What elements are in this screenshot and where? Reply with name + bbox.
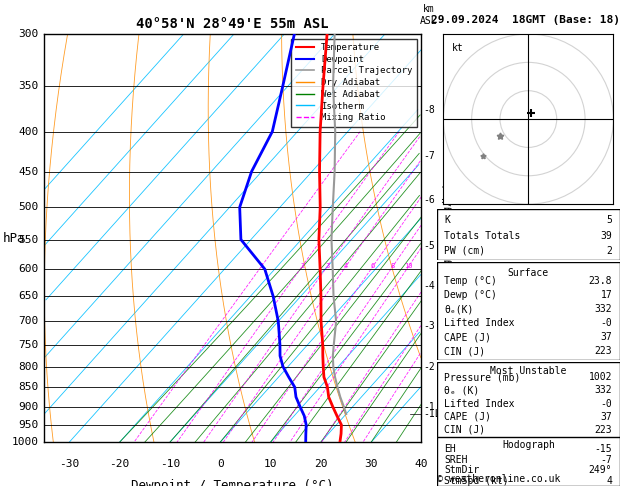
Text: Dewpoint / Temperature (°C): Dewpoint / Temperature (°C) <box>131 479 334 486</box>
Text: CAPE (J): CAPE (J) <box>445 332 491 342</box>
FancyBboxPatch shape <box>437 437 620 486</box>
Text: Temp (°C): Temp (°C) <box>445 276 498 286</box>
Text: 8: 8 <box>391 263 395 269</box>
Text: 37: 37 <box>601 412 612 422</box>
Text: -0: -0 <box>601 318 612 328</box>
Text: 850: 850 <box>18 382 38 392</box>
Text: -5: -5 <box>423 241 435 251</box>
Text: 1: 1 <box>259 263 264 269</box>
Text: -15: -15 <box>594 444 612 454</box>
Text: 37: 37 <box>601 332 612 342</box>
Text: 223: 223 <box>594 425 612 435</box>
Text: -8: -8 <box>423 104 435 115</box>
Text: hPa: hPa <box>3 232 25 244</box>
Text: θₑ (K): θₑ (K) <box>445 385 480 395</box>
Text: Totals Totals: Totals Totals <box>445 230 521 241</box>
Text: 23.8: 23.8 <box>589 276 612 286</box>
Text: 10: 10 <box>264 459 277 469</box>
Text: 29.09.2024  18GMT (Base: 18): 29.09.2024 18GMT (Base: 18) <box>431 15 620 25</box>
Text: Lifted Index: Lifted Index <box>445 318 515 328</box>
Title: 40°58'N 28°49'E 55m ASL: 40°58'N 28°49'E 55m ASL <box>136 17 329 32</box>
Text: km
ASL: km ASL <box>420 4 438 26</box>
Text: 350: 350 <box>18 81 38 91</box>
Text: Pressure (mb): Pressure (mb) <box>445 372 521 382</box>
Text: 450: 450 <box>18 167 38 176</box>
Text: -1: -1 <box>423 401 435 412</box>
Text: 600: 600 <box>18 264 38 274</box>
Legend: Temperature, Dewpoint, Parcel Trajectory, Dry Adiabat, Wet Adiabat, Isotherm, Mi: Temperature, Dewpoint, Parcel Trajectory… <box>291 38 417 127</box>
Text: 0: 0 <box>217 459 223 469</box>
Text: PW (cm): PW (cm) <box>445 246 486 256</box>
Text: 950: 950 <box>18 420 38 430</box>
Text: 800: 800 <box>18 362 38 372</box>
Text: 17: 17 <box>601 290 612 300</box>
Text: 900: 900 <box>18 401 38 412</box>
Text: -3: -3 <box>423 321 435 331</box>
Text: StmSpd (kt): StmSpd (kt) <box>445 476 509 486</box>
Text: 10: 10 <box>404 263 413 269</box>
Text: -10: -10 <box>160 459 180 469</box>
Text: 750: 750 <box>18 340 38 350</box>
Text: 300: 300 <box>18 29 38 39</box>
Text: 6: 6 <box>371 263 375 269</box>
Text: 332: 332 <box>594 385 612 395</box>
Text: © weatheronline.co.uk: © weatheronline.co.uk <box>437 473 560 484</box>
Text: 550: 550 <box>18 235 38 244</box>
Text: 1000: 1000 <box>11 437 38 447</box>
Text: 4: 4 <box>344 263 348 269</box>
Text: 249°: 249° <box>589 466 612 475</box>
Text: -7: -7 <box>423 151 435 161</box>
Text: EH: EH <box>445 444 456 454</box>
Text: 40: 40 <box>415 459 428 469</box>
Text: Dewp (°C): Dewp (°C) <box>445 290 498 300</box>
Text: 650: 650 <box>18 291 38 301</box>
Text: Lifted Index: Lifted Index <box>445 399 515 409</box>
Text: -30: -30 <box>59 459 79 469</box>
FancyBboxPatch shape <box>437 262 620 360</box>
Text: -1LCL: -1LCL <box>423 409 453 419</box>
Text: 3: 3 <box>325 263 330 269</box>
Text: -0: -0 <box>601 399 612 409</box>
Text: 400: 400 <box>18 126 38 137</box>
Text: K: K <box>445 215 450 225</box>
Text: 2: 2 <box>300 263 304 269</box>
Text: Surface: Surface <box>508 268 549 278</box>
Text: StmDir: StmDir <box>445 466 480 475</box>
Text: 5: 5 <box>606 215 612 225</box>
Text: SREH: SREH <box>445 455 468 465</box>
Text: 30: 30 <box>364 459 378 469</box>
Text: kt: kt <box>452 43 464 52</box>
Text: CIN (J): CIN (J) <box>445 347 486 356</box>
Text: 332: 332 <box>594 304 612 314</box>
FancyBboxPatch shape <box>437 362 620 437</box>
Text: 500: 500 <box>18 202 38 212</box>
Text: -6: -6 <box>423 195 435 206</box>
Text: 20: 20 <box>314 459 328 469</box>
Text: 4: 4 <box>606 476 612 486</box>
Text: 39: 39 <box>601 230 612 241</box>
Text: -7: -7 <box>601 455 612 465</box>
Text: 700: 700 <box>18 316 38 326</box>
Text: 223: 223 <box>594 347 612 356</box>
Text: -4: -4 <box>423 280 435 291</box>
Text: Hodograph: Hodograph <box>502 440 555 450</box>
FancyBboxPatch shape <box>437 209 620 260</box>
Text: -20: -20 <box>109 459 130 469</box>
Text: Most Unstable: Most Unstable <box>490 366 567 376</box>
Text: CIN (J): CIN (J) <box>445 425 486 435</box>
Text: Mixing Ratio (g/kg): Mixing Ratio (g/kg) <box>443 182 453 294</box>
Text: 1002: 1002 <box>589 372 612 382</box>
Text: θₑ(K): θₑ(K) <box>445 304 474 314</box>
Text: -2: -2 <box>423 362 435 372</box>
Text: CAPE (J): CAPE (J) <box>445 412 491 422</box>
Text: 2: 2 <box>606 246 612 256</box>
